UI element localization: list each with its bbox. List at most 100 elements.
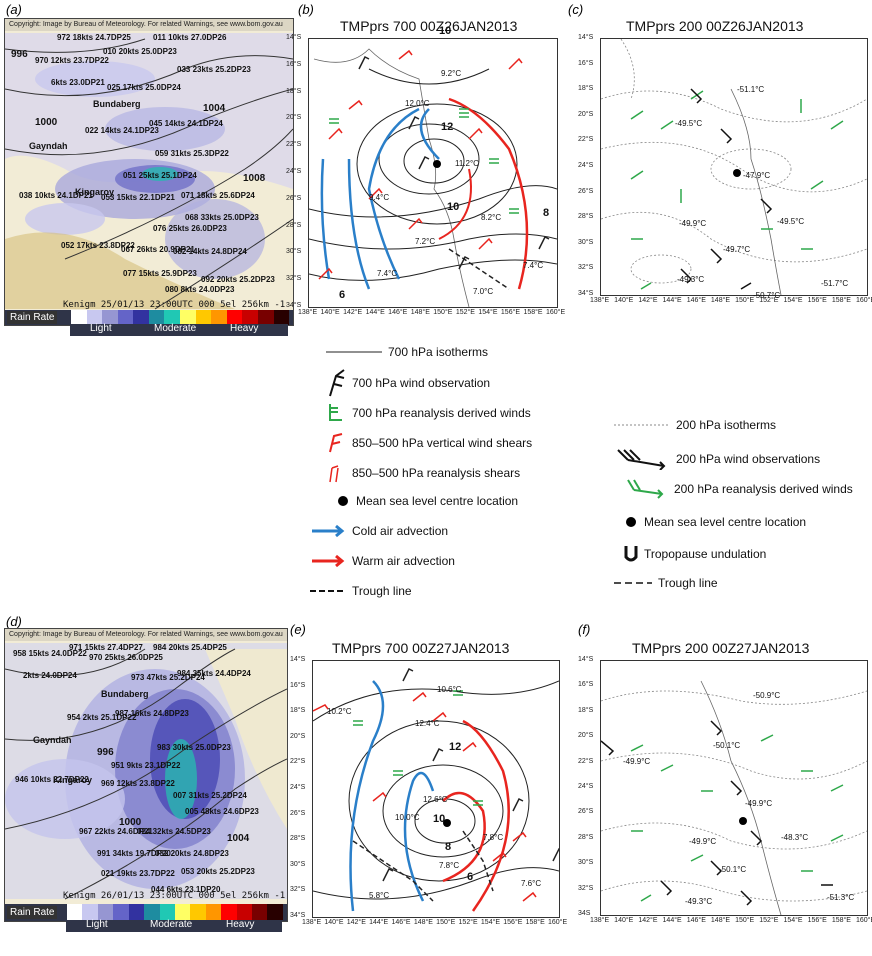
lat-tick-label: 34°S bbox=[578, 290, 594, 297]
temp-label: 10.2°C bbox=[327, 707, 352, 716]
radar-rain-field-a bbox=[5, 33, 293, 310]
colorbar-swatch bbox=[113, 904, 129, 920]
station-obs: 958 15kts 24.0DP22 bbox=[13, 649, 87, 658]
station-obs: 025 17kts 25.0DP24 bbox=[107, 83, 181, 92]
temp-label: 7.2°C bbox=[415, 237, 436, 246]
lon-tick-label: 158°E bbox=[831, 297, 851, 304]
lon-tick-label: 138°E bbox=[298, 309, 318, 316]
dashed-line-icon bbox=[310, 590, 346, 592]
temp-label: 10.6°C bbox=[437, 685, 462, 694]
lon-tick-label: 144°E bbox=[369, 919, 389, 926]
colorbar-swatch bbox=[205, 904, 222, 920]
legend-shears: 850–500 hPa vertical wind shears bbox=[326, 432, 532, 454]
lat-tick-label: 16°S bbox=[578, 681, 594, 689]
scale-heavy: Heavy bbox=[226, 919, 255, 930]
legend-700-wind-obs: 700 hPa wind observation bbox=[326, 368, 490, 398]
lon-tick-label: 142°E bbox=[343, 309, 363, 316]
temp-label: -51.3°C bbox=[827, 893, 855, 902]
temp-label: -50.7°C bbox=[753, 291, 781, 300]
map-title-c: TMPprs 200 00Z26JAN2013 bbox=[626, 18, 804, 34]
temp-label: 12.4°C bbox=[415, 719, 440, 728]
legend-reanalysis-shears: 850–500 hPa reanalysis shears bbox=[326, 462, 520, 484]
lon-tick-label: 158°E bbox=[831, 917, 851, 924]
temp-label: -50.1°C bbox=[719, 865, 747, 874]
legend-label: 700 hPa reanalysis derived winds bbox=[352, 406, 531, 420]
isobar-label: 1000 bbox=[119, 817, 142, 828]
lat-tick-label: 34S bbox=[578, 910, 591, 917]
lat-tick-label: 28°S bbox=[578, 213, 594, 221]
isobar-label: 1000 bbox=[35, 117, 58, 128]
legend-label: 850–500 hPa vertical wind shears bbox=[352, 436, 533, 450]
lon-tick-label: 146°E bbox=[388, 309, 408, 316]
radar-image-d: Copyright: Image by Bureau of Meteorolog… bbox=[4, 628, 288, 922]
temp-label: -50.1°C bbox=[713, 741, 741, 750]
rain-rate-label: Rain Rate bbox=[7, 311, 58, 324]
temp-label: 9.2°C bbox=[441, 69, 462, 78]
lon-tick-label: 140°E bbox=[614, 297, 634, 304]
temp-label: 7.6°C bbox=[521, 879, 542, 888]
temp-label: 8.2°C bbox=[481, 213, 502, 222]
legend-warm-advection: Warm air advection bbox=[310, 554, 455, 568]
lat-tick-label: 22°S bbox=[578, 136, 594, 144]
lat-tick-label: 22°S bbox=[290, 758, 306, 766]
rain-rate-colorbar bbox=[67, 904, 283, 920]
legend-label: 200 hPa isotherms bbox=[676, 418, 777, 432]
dot-icon bbox=[338, 496, 348, 506]
colorbar-swatch bbox=[221, 904, 237, 920]
station-obs: 033 23kts 25.2DP23 bbox=[177, 65, 251, 74]
lon-tick-label: 148°E bbox=[710, 297, 731, 304]
legend-label: 700 hPa isotherms bbox=[388, 345, 489, 359]
lat-tick-label: 24°S bbox=[290, 784, 306, 791]
scale-light: Light bbox=[90, 323, 112, 334]
scale-moderate: Moderate bbox=[150, 919, 193, 930]
colorbar-swatch bbox=[117, 310, 134, 325]
lon-tick-label: 156°E bbox=[807, 917, 827, 924]
lon-tick-label: 150°E bbox=[735, 297, 755, 304]
city-label: Kingaroy bbox=[75, 187, 115, 197]
colorbar-swatch bbox=[67, 904, 83, 920]
contour-label: 6 bbox=[339, 289, 346, 301]
legend-tropopause-undulation: Tropopause undulation bbox=[624, 545, 766, 563]
colorbar-swatch bbox=[267, 904, 283, 920]
lon-tick-label: 156°E bbox=[807, 297, 827, 304]
legend-200-reanalysis-winds: 200 hPa reanalysis derived winds bbox=[624, 478, 853, 500]
station-obs: 053 15kts 22.1DP21 bbox=[101, 193, 175, 202]
panel-letter-d: (d) bbox=[6, 614, 22, 629]
lat-tick-label: 22°S bbox=[286, 141, 302, 149]
lon-tick-label: 158°E bbox=[525, 919, 545, 926]
lon-tick-label: 138°E bbox=[302, 919, 322, 926]
station-obs: 076 25kts 26.0DP23 bbox=[153, 224, 227, 233]
temp-label: -49.9°C bbox=[623, 757, 651, 766]
lat-tick-label: 26°S bbox=[290, 809, 306, 817]
temp-label: -50.9°C bbox=[753, 691, 781, 700]
contour-label: 10 bbox=[439, 25, 452, 37]
legend-trough-line: Trough line bbox=[310, 584, 412, 598]
map-200-c-plot bbox=[600, 38, 868, 296]
station-obs: 067 26kts 20.9DP21 bbox=[121, 245, 195, 254]
city-label: Gayndah bbox=[29, 141, 68, 151]
station-obs: 005 48kts 24.6DP23 bbox=[185, 807, 259, 816]
lat-tick-label: 18°S bbox=[578, 706, 594, 714]
temp-label: -49.5°C bbox=[777, 217, 805, 226]
rain-rate-label: Rain Rate bbox=[7, 906, 58, 919]
colorbar-swatch bbox=[97, 904, 114, 920]
colorbar-swatch bbox=[190, 904, 206, 920]
temp-label: -49.9°C bbox=[679, 219, 707, 228]
radar-copyright: Copyright: Image by Bureau of Meteorolog… bbox=[5, 629, 287, 641]
station-obs: 010 20kts 25.0DP23 bbox=[103, 47, 177, 56]
station-obs: 987 16kts 24.8DP23 bbox=[115, 709, 189, 718]
lon-tick-label: 152°E bbox=[458, 919, 478, 926]
lon-tick-label: 142°E bbox=[638, 297, 658, 304]
lat-tick-label: 14°S bbox=[578, 656, 594, 663]
lat-tick-label: 26°S bbox=[578, 808, 594, 816]
dashed-line-icon bbox=[614, 582, 652, 584]
city-label: Bundaberg bbox=[101, 689, 149, 699]
lon-tick-label: 158°E bbox=[523, 309, 543, 316]
temp-label: 7.8°C bbox=[439, 861, 460, 870]
lat-tick-label: 24°S bbox=[578, 783, 594, 790]
station-obs: 045 14kts 24.1DP24 bbox=[149, 119, 223, 128]
lat-tick-label: 30°S bbox=[578, 238, 594, 246]
lon-tick-label: 152°E bbox=[759, 917, 779, 924]
radar-timestamp: Kenigm 26/01/13 23:00UTC 000 5el 256km -… bbox=[63, 891, 286, 901]
